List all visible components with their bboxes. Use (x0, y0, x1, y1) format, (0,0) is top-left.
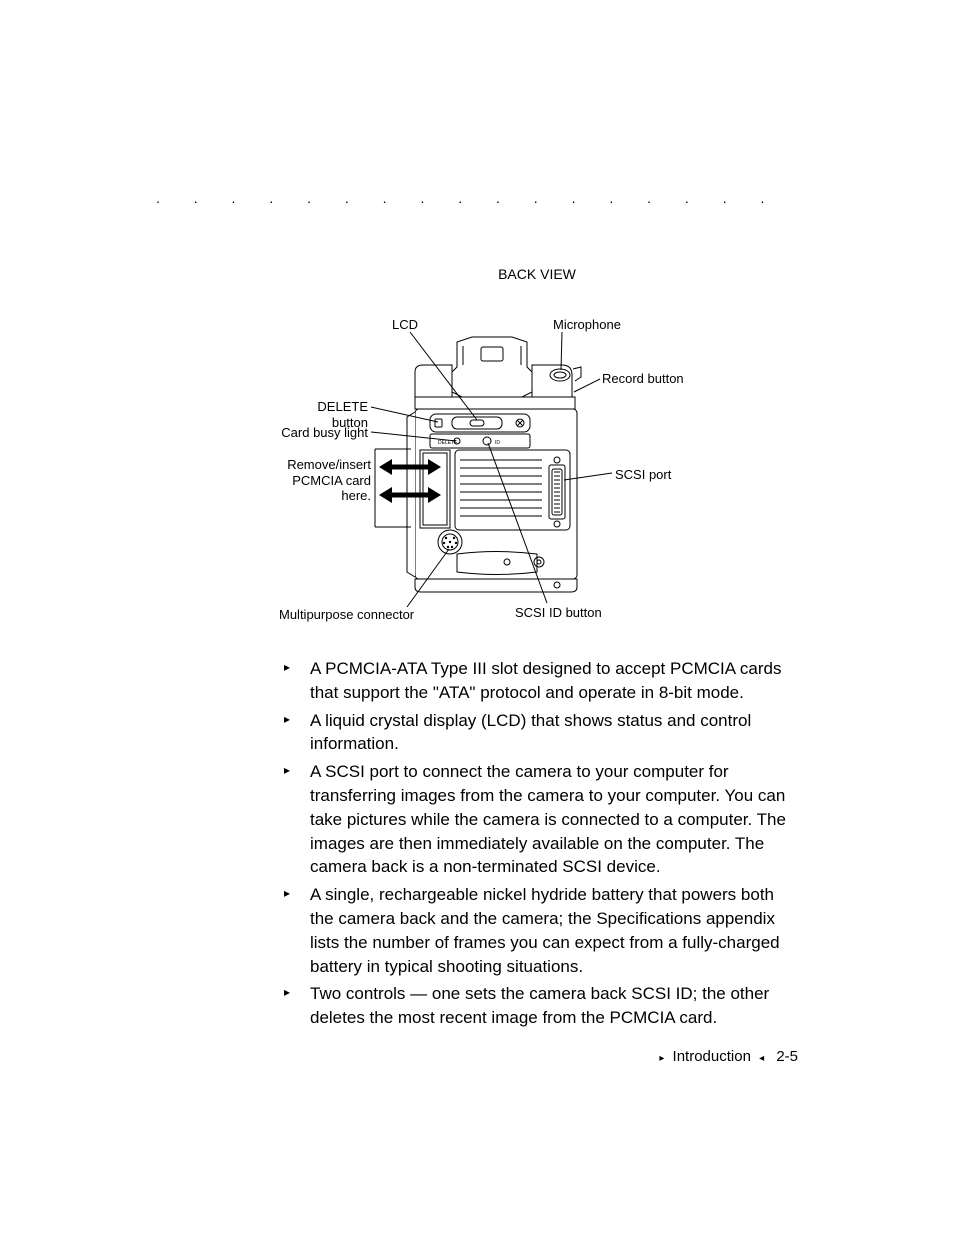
list-item: Two controls — one sets the camera back … (284, 982, 798, 1030)
back-view-diagram: LCD Microphone Record button DELETE butt… (157, 317, 797, 627)
document-page: . . . . . . . . . . . . . . . . . . . . … (0, 0, 954, 1094)
page-footer: Introduction 2-5 (659, 1048, 798, 1065)
camera-back-svg: DELETE ID (157, 317, 797, 627)
feature-list: A PCMCIA-ATA Type III slot designed to a… (156, 657, 798, 1030)
list-item: A SCSI port to connect the camera to you… (284, 760, 798, 879)
list-item: A single, rechargeable nickel hydride ba… (284, 883, 798, 978)
triangle-right-icon (659, 1048, 668, 1065)
triangle-left-icon (755, 1048, 772, 1065)
list-item: A PCMCIA-ATA Type III slot designed to a… (284, 657, 798, 705)
footer-section: Introduction (673, 1048, 751, 1065)
svg-text:ID: ID (495, 440, 500, 446)
diagram-title: BACK VIEW (276, 266, 798, 282)
list-item: A liquid crystal display (LCD) that show… (284, 709, 798, 757)
dotted-rule: . . . . . . . . . . . . . . . . . . . . … (156, 190, 798, 206)
footer-page: 2-5 (776, 1048, 798, 1065)
